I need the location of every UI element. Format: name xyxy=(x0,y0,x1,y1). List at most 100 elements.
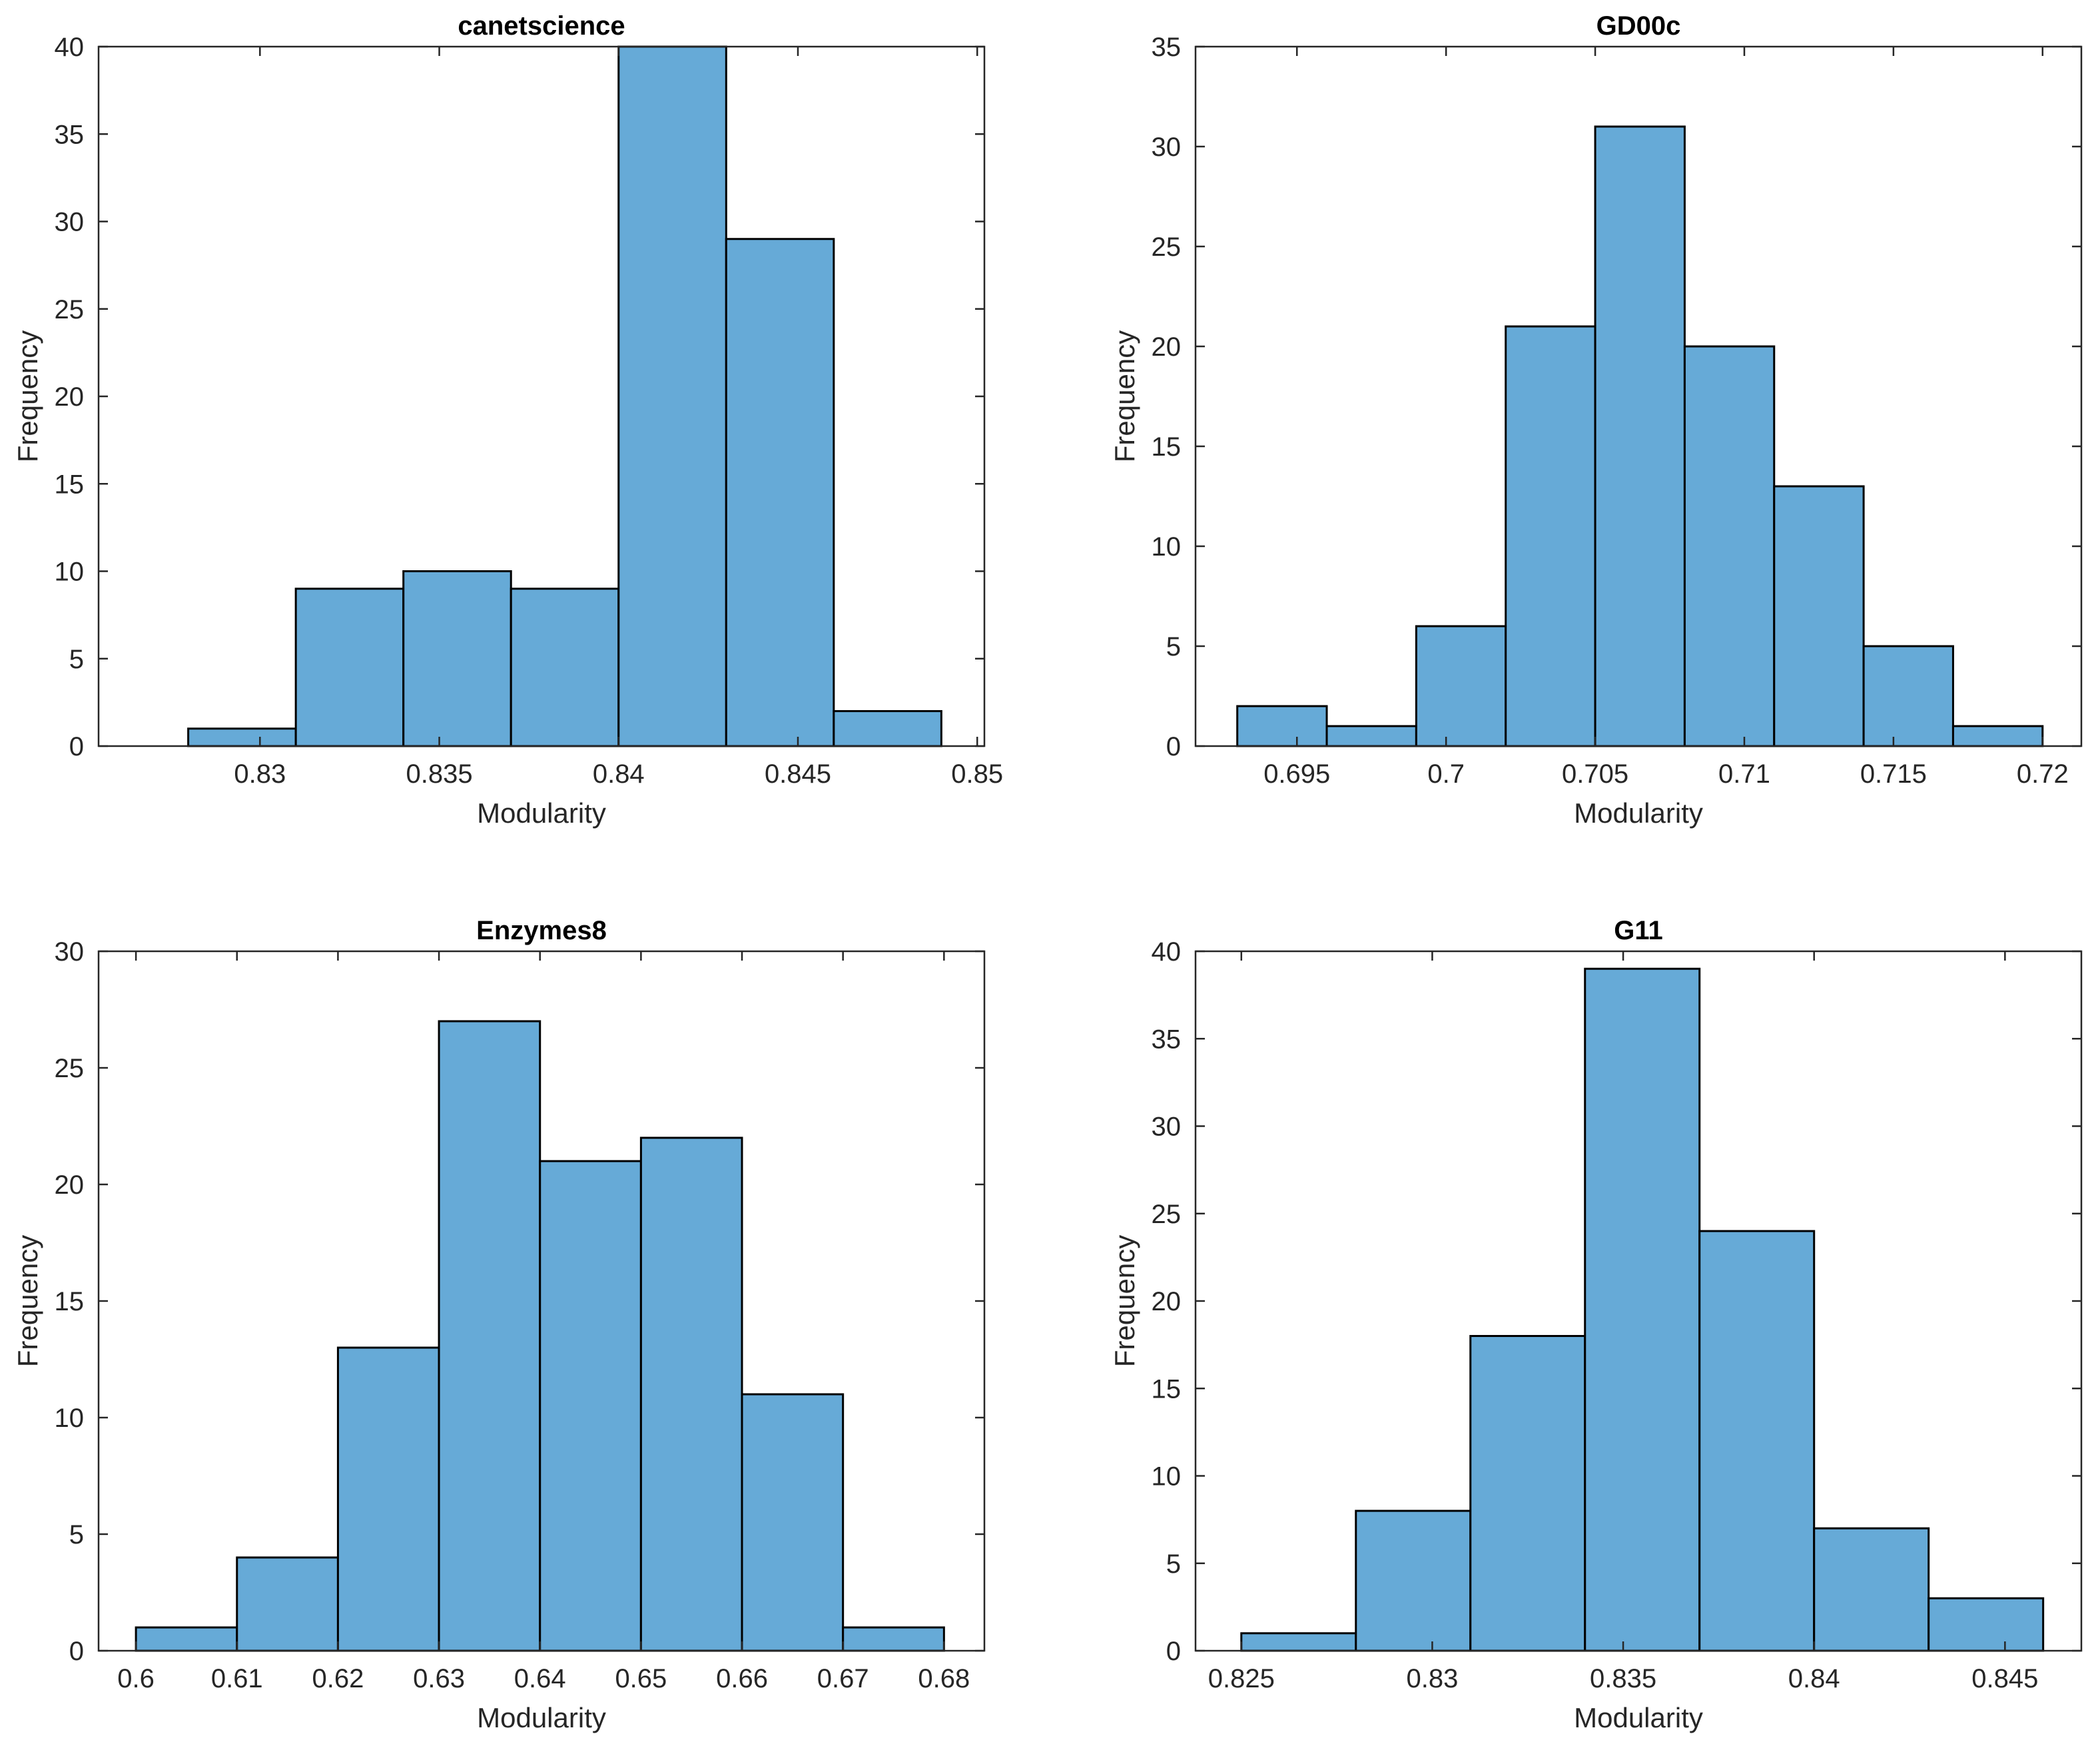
chart-title: canetscience xyxy=(458,11,625,41)
histogram-bar xyxy=(1813,1527,1930,1652)
x-tick-label: 0.84 xyxy=(593,759,645,789)
x-axis-label: Modularity xyxy=(477,1702,606,1733)
y-tick-label: 25 xyxy=(1152,1200,1182,1229)
x-tick-label: 0.65 xyxy=(615,1664,667,1693)
y-tick-label: 10 xyxy=(55,558,85,587)
histogram-bar xyxy=(741,1393,845,1652)
histogram-bar xyxy=(294,588,405,747)
histogram-bar xyxy=(1773,485,1865,747)
x-tick-label: 0.835 xyxy=(1590,1664,1656,1693)
histogram-bar xyxy=(842,1626,945,1652)
histogram-bar xyxy=(336,1346,440,1652)
y-tick-label: 10 xyxy=(55,1404,85,1433)
chart-title: G11 xyxy=(1614,916,1662,945)
chart-title: GD00c xyxy=(1596,11,1681,41)
y-tick-label: 30 xyxy=(55,937,85,967)
histogram-bar xyxy=(1505,325,1596,747)
x-tick-label: 0.64 xyxy=(514,1664,566,1693)
histogram-bar xyxy=(833,710,942,747)
y-tick-label: 35 xyxy=(1152,1025,1182,1054)
y-tick-label: 20 xyxy=(1152,332,1182,362)
x-tick-label: 0.695 xyxy=(1263,759,1330,789)
histogram-bar xyxy=(1862,645,1954,747)
histogram-bar xyxy=(1584,967,1701,1652)
x-tick-label: 0.825 xyxy=(1208,1664,1275,1693)
y-tick-label: 5 xyxy=(1166,1549,1181,1579)
y-tick-label: 0 xyxy=(69,732,84,761)
y-axis-label: Frequency xyxy=(1109,330,1140,462)
x-tick-label: 0.715 xyxy=(1860,759,1927,789)
y-tick-label: 0 xyxy=(69,1637,84,1666)
y-tick-label: 10 xyxy=(1152,532,1182,562)
histogram-bar xyxy=(639,1136,743,1652)
histogram-panel-3: 0.825 0.83 0.835 0.84 0.845 0 5 10 15 20 25 30 35 40 G… xyxy=(1109,916,2083,1733)
y-tick-label: 15 xyxy=(55,470,85,499)
histogram-bar xyxy=(1355,1510,1472,1652)
histogram-bar xyxy=(617,45,727,747)
x-axis-label: Modularity xyxy=(477,797,606,829)
histogram-bar xyxy=(1325,725,1417,747)
y-tick-label: 5 xyxy=(1166,632,1181,661)
histogram-bar xyxy=(725,238,835,747)
x-tick-label: 0.83 xyxy=(1407,1664,1459,1693)
x-tick-label: 0.84 xyxy=(1788,1664,1840,1693)
y-tick-label: 5 xyxy=(69,1520,84,1549)
histogram-bar xyxy=(1236,705,1328,747)
histogram-bar xyxy=(1594,125,1686,747)
y-axis-label: Frequency xyxy=(1109,1235,1140,1367)
x-tick-label: 0.83 xyxy=(234,759,286,789)
y-tick-label: 20 xyxy=(55,1170,85,1200)
histogram-bar xyxy=(1415,625,1507,747)
x-tick-label: 0.61 xyxy=(211,1664,263,1693)
x-tick-label: 0.85 xyxy=(951,759,1003,789)
histogram-bar xyxy=(1927,1597,2045,1652)
x-tick-label: 0.71 xyxy=(1718,759,1770,789)
y-tick-label: 15 xyxy=(1152,432,1182,462)
y-tick-label: 10 xyxy=(1152,1462,1182,1492)
y-tick-label: 15 xyxy=(55,1287,85,1316)
x-tick-label: 0.835 xyxy=(406,759,472,789)
x-tick-label: 0.6 xyxy=(117,1664,155,1693)
histogram-bar xyxy=(510,588,620,747)
histogram-panel-1: 0.695 0.7 0.705 0.71 0.715 0.72 0 5 10 15 20 25 30 35… xyxy=(1109,11,2083,829)
y-tick-label: 40 xyxy=(55,33,85,62)
y-tick-label: 20 xyxy=(1152,1287,1182,1316)
y-axis-label: Frequency xyxy=(12,330,43,462)
y-tick-label: 35 xyxy=(1152,33,1182,62)
x-tick-label: 0.705 xyxy=(1562,759,1628,789)
x-axis-label: Modularity xyxy=(1574,1702,1703,1733)
axes-box xyxy=(1194,45,2083,747)
x-tick-label: 0.62 xyxy=(312,1664,364,1693)
y-tick-label: 15 xyxy=(1152,1374,1182,1404)
histogram-bar xyxy=(438,1020,541,1652)
x-tick-label: 0.63 xyxy=(413,1664,465,1693)
histogram-bar xyxy=(1698,1230,1816,1652)
x-tick-label: 0.845 xyxy=(1971,1664,2038,1693)
y-tick-label: 30 xyxy=(1152,1112,1182,1142)
chart-title: Enzymes8 xyxy=(476,916,607,945)
x-tick-label: 0.72 xyxy=(2017,759,2069,789)
y-axis-label: Frequency xyxy=(12,1235,43,1367)
histogram-panel-2: 0.6 0.61 0.62 0.63 0.64 0.65 0.66 0.67 0.68 0 5 10 1… xyxy=(12,916,986,1733)
histogram-bar xyxy=(539,1160,642,1652)
histogram-panel-0: 0.83 0.835 0.84 0.845 0.85 0 5 10 15 20 25 30 35 40 ca… xyxy=(12,11,1003,829)
y-tick-label: 20 xyxy=(55,382,85,412)
y-tick-label: 25 xyxy=(55,1054,85,1083)
histogram-bar xyxy=(1683,345,1776,747)
x-tick-label: 0.68 xyxy=(918,1664,970,1693)
histogram-bar xyxy=(1469,1335,1586,1652)
x-tick-label: 0.845 xyxy=(765,759,831,789)
x-axis-label: Modularity xyxy=(1574,797,1703,829)
x-tick-label: 0.67 xyxy=(817,1664,869,1693)
y-tick-label: 25 xyxy=(1152,232,1182,262)
y-tick-label: 40 xyxy=(1152,937,1182,967)
y-tick-label: 5 xyxy=(69,645,84,674)
x-tick-label: 0.66 xyxy=(716,1664,768,1693)
y-tick-label: 35 xyxy=(55,120,85,149)
histogram-bar xyxy=(187,727,297,747)
y-tick-label: 0 xyxy=(1166,1637,1181,1666)
histogram-bar xyxy=(402,570,512,747)
histogram-bar xyxy=(1951,725,2044,747)
y-tick-label: 0 xyxy=(1166,732,1181,761)
